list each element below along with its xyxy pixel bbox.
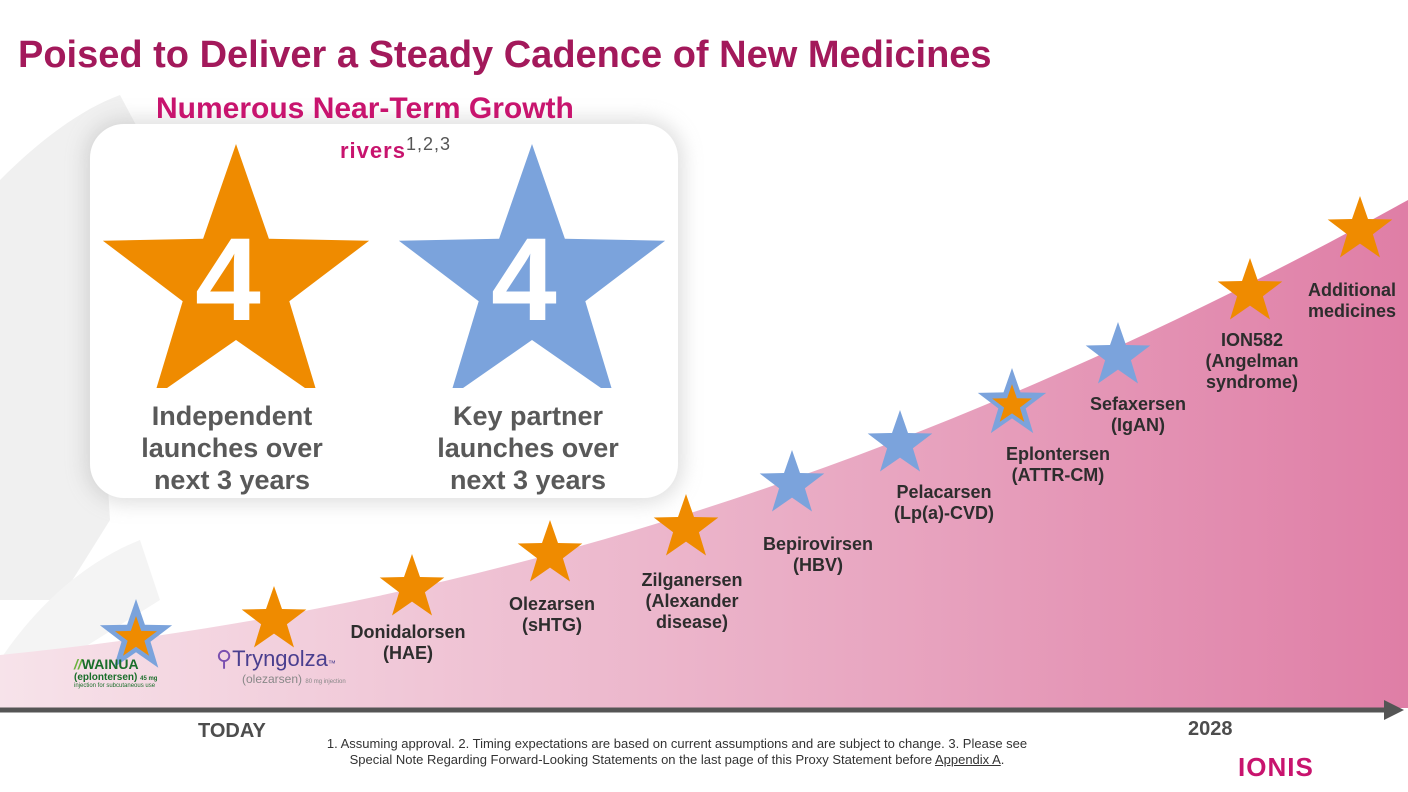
independent-star-icon xyxy=(102,144,370,388)
independent-launch-count: 4 xyxy=(195,214,261,346)
appendix-link[interactable]: Appendix A xyxy=(934,752,1001,767)
milestone-label-eplontersen: Eplontersen (ATTR-CM) xyxy=(1005,444,1111,485)
partner-launch-count: 4 xyxy=(491,214,557,346)
growth-wedge xyxy=(0,200,1408,708)
milestone-label-additional: Additional medicines xyxy=(1307,280,1397,321)
footnote-refs: 1,2,3 xyxy=(405,134,451,154)
slide-title: Poised to Deliver a Steady Cadence of Ne… xyxy=(18,34,992,76)
milestone-label-donidalorsen: Donidalorsen (HAE) xyxy=(350,622,466,663)
milestone-star-icon xyxy=(1217,258,1283,320)
milestone-star-icon xyxy=(379,554,445,616)
partner-launch-label: Key partner launches over next 3 years xyxy=(437,401,619,495)
milestone-label-sefaxersen: Sefaxersen (IgAN) xyxy=(1089,394,1187,435)
partner-star-icon xyxy=(398,144,666,388)
milestone-star-icon xyxy=(1327,196,1393,258)
milestone-star-icon xyxy=(653,494,719,556)
milestone-label-ion582: ION582 (Angelman syndrome) xyxy=(1205,330,1299,392)
milestone-label-zilganersen: Zilganersen (Alexander disease) xyxy=(641,570,743,632)
timeline-arrowhead xyxy=(1384,700,1404,720)
milestone-star-icon xyxy=(99,599,173,668)
milestone-star-icon xyxy=(241,586,307,648)
milestone-star-icon xyxy=(759,450,825,512)
axis-start-label: TODAY xyxy=(198,720,266,742)
milestone-label-pelacarsen: Pelacarsen (Lp(a)-CVD) xyxy=(894,482,994,523)
milestone-star-icon xyxy=(517,520,583,582)
card-heading: Numerous Near-Term Growth xyxy=(156,92,574,125)
milestone-star-icon xyxy=(867,410,933,472)
milestone-label-bepirovirsen: Bepirovirsen (HBV) xyxy=(762,534,874,575)
milestone-star-icon xyxy=(1085,322,1151,384)
tryngolza-logo: ⚲Tryngolza™ (olezarsen) 80 mg injection xyxy=(216,646,346,686)
footnote: 1. Assuming approval. 2. Timing expectat… xyxy=(326,736,1028,767)
milestone-star-icon xyxy=(977,368,1047,434)
milestone-label-olezarsen: Olezarsen (sHTG) xyxy=(508,594,596,635)
wainua-logo: //WAINUA (eplontersen) 45 mg injection f… xyxy=(74,656,158,689)
card-heading-line2: rivers1,2,3 xyxy=(340,134,451,163)
axis-end-label: 2028 xyxy=(1188,718,1233,740)
ionis-logo: IONIS xyxy=(1238,752,1314,782)
independent-launch-label: Independent launches over next 3 years xyxy=(141,401,323,495)
